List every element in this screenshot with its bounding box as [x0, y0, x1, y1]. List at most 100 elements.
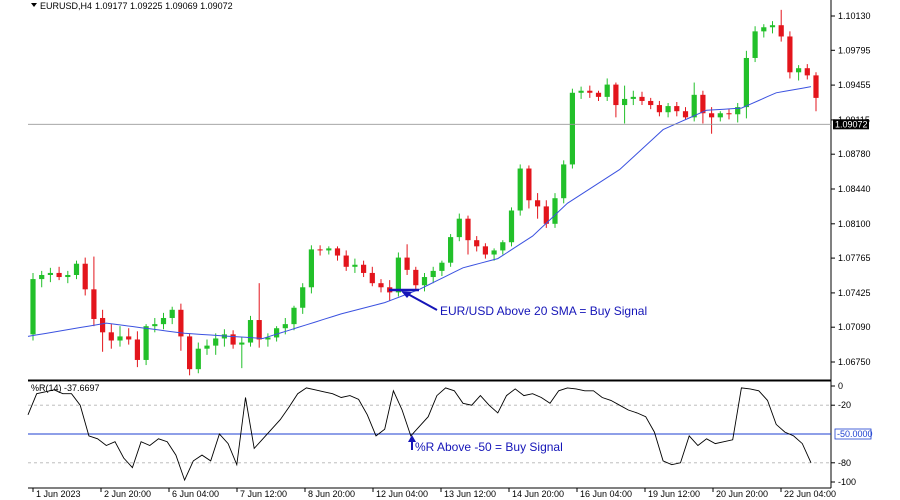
candle-body — [656, 105, 662, 113]
candle-body — [769, 25, 776, 28]
time-tick-label: 6 Jun 04:00 — [172, 489, 219, 499]
candle-body — [343, 255, 349, 267]
time-tick-label: 2 Jun 20:00 — [104, 489, 151, 499]
candle-body — [308, 249, 314, 288]
candle-body — [361, 264, 367, 273]
time-tick-label: 14 Jun 20:00 — [512, 489, 564, 499]
candle-body — [543, 206, 549, 224]
candle-body — [639, 96, 645, 101]
candle-body — [735, 107, 741, 115]
candle-body — [108, 332, 114, 341]
wr-level-tag — [834, 428, 872, 440]
candle-body — [448, 237, 454, 263]
wr-line — [27, 387, 812, 482]
price-tick-label: 1.08440 — [838, 184, 871, 194]
candle-body — [595, 92, 602, 97]
time-tick-label: 13 Jun 12:00 — [444, 489, 496, 499]
candle-body — [813, 75, 819, 98]
candle-body — [326, 248, 332, 251]
candle-body — [709, 113, 715, 118]
candle-body — [761, 27, 767, 32]
candle-body — [552, 198, 558, 224]
price-tick-label: 1.09455 — [838, 80, 871, 90]
candle-body — [126, 336, 132, 340]
candle-body — [395, 257, 401, 293]
price-tick-label: 1.07765 — [838, 253, 871, 263]
wr-axis: 0 -20 -80 -100 — [831, 381, 856, 487]
candle-body — [100, 317, 106, 333]
candle-body — [265, 337, 271, 340]
candle-body — [787, 36, 793, 73]
candle-body — [717, 113, 723, 118]
symbol-label: EURUSD,H4 — [40, 1, 92, 11]
wr-tick-label: -80 — [838, 458, 851, 468]
wr-level-label: -50.0000 — [837, 429, 873, 439]
candle-body — [778, 25, 784, 37]
candle-body — [691, 94, 697, 118]
wr-signal-arrowhead — [408, 435, 416, 442]
candle-body — [91, 289, 97, 320]
candle-body — [195, 348, 201, 370]
sma-signal-arrow-shaft — [405, 292, 438, 311]
candle-body — [300, 287, 306, 308]
time-tick-label: 19 Jun 12:00 — [648, 489, 700, 499]
candle-body — [230, 334, 236, 345]
candle-body — [439, 262, 445, 271]
candle-body — [160, 317, 167, 325]
candle-body — [604, 84, 610, 97]
candle-body — [65, 274, 71, 278]
price-tick-label: 1.06750 — [838, 357, 871, 367]
candle-body — [587, 90, 593, 93]
sma-signal-annotation: EUR/USD Above 20 SMA = Buy Signal — [389, 288, 647, 318]
price-axis: 1.101301.097951.094551.091151.087801.084… — [831, 11, 871, 367]
candle-body — [152, 324, 158, 327]
candle-body — [700, 94, 706, 114]
candle-body — [352, 264, 358, 267]
current-price-tag — [833, 119, 869, 130]
candle-body — [743, 57, 749, 108]
candle-body — [82, 263, 88, 290]
sma-20-line — [27, 86, 812, 340]
candle-body — [274, 328, 280, 338]
candle-body — [474, 240, 480, 247]
candle-body — [517, 168, 523, 211]
candle-body — [73, 263, 80, 275]
candle-body — [569, 92, 575, 165]
price-tick-label: 1.07425 — [838, 288, 871, 298]
candle-body — [465, 218, 471, 241]
candle-body — [500, 242, 506, 251]
candle-body — [56, 272, 62, 278]
price-tick-label: 1.07090 — [838, 322, 871, 332]
candle-body — [622, 98, 628, 106]
time-tick-label: 22 Jun 04:00 — [784, 489, 836, 499]
time-axis: 1 Jun 2023 2 Jun 20:00 6 Jun 04:00 7 Jun 12… — [32, 488, 836, 499]
candle-body — [526, 168, 532, 201]
candle-body — [413, 269, 419, 286]
candle-body — [665, 106, 671, 113]
price-tick-label: 1.09795 — [838, 45, 871, 55]
candle-body — [169, 309, 175, 318]
candle-body — [752, 31, 758, 58]
candle-body — [334, 248, 341, 256]
candle-body — [630, 96, 636, 99]
time-tick-label: 8 Jun 20:00 — [308, 489, 355, 499]
candle-body — [256, 320, 262, 340]
candle-body — [117, 336, 123, 341]
candle-body — [456, 218, 462, 238]
candle-body — [213, 338, 219, 346]
price-tick-label: 1.08780 — [838, 149, 871, 159]
candle-body — [804, 68, 810, 76]
chart-header: EURUSD,H4 1.09177 1.09225 1.09069 1.0907… — [31, 1, 233, 11]
candle-body — [796, 68, 802, 73]
time-tick-label: 7 Jun 12:00 — [240, 489, 287, 499]
chart-menu-triangle-icon[interactable] — [31, 3, 37, 7]
wr-indicator-title: %R(14) -37.6697 — [31, 383, 100, 393]
candle-body — [682, 111, 689, 118]
candle-body — [561, 164, 567, 199]
current-price-label: 1.09072 — [835, 119, 868, 129]
candle-body — [291, 307, 297, 325]
time-tick-label: 20 Jun 20:00 — [716, 489, 768, 499]
candle-body — [134, 339, 140, 360]
ohlc-values: 1.09177 1.09225 1.09069 1.09072 — [95, 1, 233, 11]
candle-body — [369, 272, 375, 284]
